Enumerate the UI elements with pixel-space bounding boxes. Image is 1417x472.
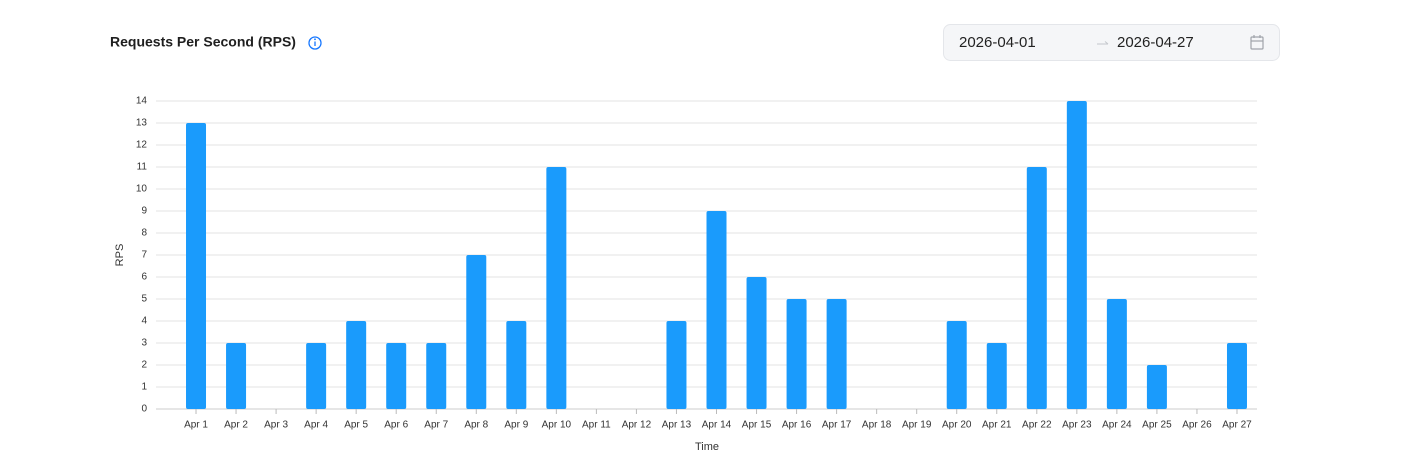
x-tick-label: Apr 2: [224, 420, 248, 431]
y-axis-label: RPS: [114, 244, 126, 267]
y-tick-label: 7: [141, 250, 147, 261]
x-tick-label: Apr 20: [942, 420, 972, 431]
x-tick-label: Apr 22: [1022, 420, 1052, 431]
bar: [426, 343, 447, 409]
y-tick-label: 6: [141, 272, 147, 283]
y-tick-label: 5: [141, 294, 147, 305]
calendar-icon: [1250, 35, 1264, 50]
x-tick-label: Apr 7: [424, 420, 448, 431]
info-icon[interactable]: [308, 36, 322, 50]
x-tick-label: Apr 25: [1142, 420, 1172, 431]
x-tick-label: Apr 24: [1102, 420, 1132, 431]
bar: [546, 167, 567, 409]
y-tick-label: 12: [136, 140, 148, 151]
bar: [706, 211, 727, 409]
y-tick-label: 11: [137, 162, 148, 173]
bar: [786, 299, 807, 409]
bar: [986, 343, 1007, 409]
x-tick-label: Apr 21: [982, 420, 1012, 431]
bar: [946, 321, 967, 409]
x-axis-label: Time: [695, 441, 719, 453]
bar: [1106, 299, 1127, 409]
x-tick-label: Apr 1: [184, 420, 208, 431]
bar: [346, 321, 367, 409]
bar: [826, 299, 847, 409]
y-tick-label: 0: [141, 404, 147, 415]
bar: [1026, 167, 1047, 409]
x-tick-label: Apr 4: [304, 420, 328, 431]
date-range-picker[interactable]: 2026-04-01 2026-04-27: [943, 24, 1280, 61]
range-arrow: [1097, 41, 1109, 45]
x-tick-label: Apr 8: [464, 420, 488, 431]
x-tick-label: Apr 17: [822, 420, 852, 431]
y-tick-label: 10: [136, 184, 148, 195]
x-tick-label: Apr 5: [344, 420, 368, 431]
x-tick-label: Apr 18: [862, 420, 892, 431]
x-tick-label: Apr 12: [622, 420, 652, 431]
y-tick-label: 9: [141, 206, 147, 217]
x-tick-label: Apr 14: [702, 420, 732, 431]
y-tick-label: 4: [141, 316, 147, 327]
x-tick-label: Apr 9: [504, 420, 528, 431]
x-tick-label: Apr 13: [662, 420, 692, 431]
bar: [1066, 101, 1087, 409]
bar: [386, 343, 407, 409]
x-tick-label: Apr 16: [782, 420, 812, 431]
x-tick-label: Apr 11: [582, 420, 611, 431]
x-tick-label: Apr 23: [1062, 420, 1092, 431]
x-tick-label: Apr 19: [902, 420, 932, 431]
x-tick-label: Apr 27: [1222, 420, 1252, 431]
x-tick-label: Apr 15: [742, 420, 772, 431]
y-tick-label: 1: [141, 382, 147, 393]
y-tick-label: 2: [141, 360, 147, 371]
bar: [226, 343, 247, 409]
start-date[interactable]: 2026-04-01: [959, 34, 1036, 51]
bar: [506, 321, 527, 409]
bar: [746, 277, 767, 409]
y-tick-label: 14: [136, 96, 148, 107]
y-tick-label: 3: [141, 338, 147, 349]
bar: [1146, 365, 1167, 409]
y-tick-label: 8: [141, 228, 147, 239]
bar: [466, 255, 487, 409]
bar: [1226, 343, 1247, 409]
x-tick-label: Apr 3: [264, 420, 288, 431]
bar: [186, 123, 207, 409]
chart-title: Requests Per Second (RPS): [110, 34, 296, 50]
x-tick-label: Apr 6: [384, 420, 408, 431]
x-tick-label: Apr 26: [1182, 420, 1212, 431]
y-tick-label: 13: [136, 118, 148, 129]
bar: [666, 321, 687, 409]
bar: [306, 343, 327, 409]
end-date[interactable]: 2026-04-27: [1117, 34, 1194, 51]
x-tick-label: Apr 10: [542, 420, 572, 431]
